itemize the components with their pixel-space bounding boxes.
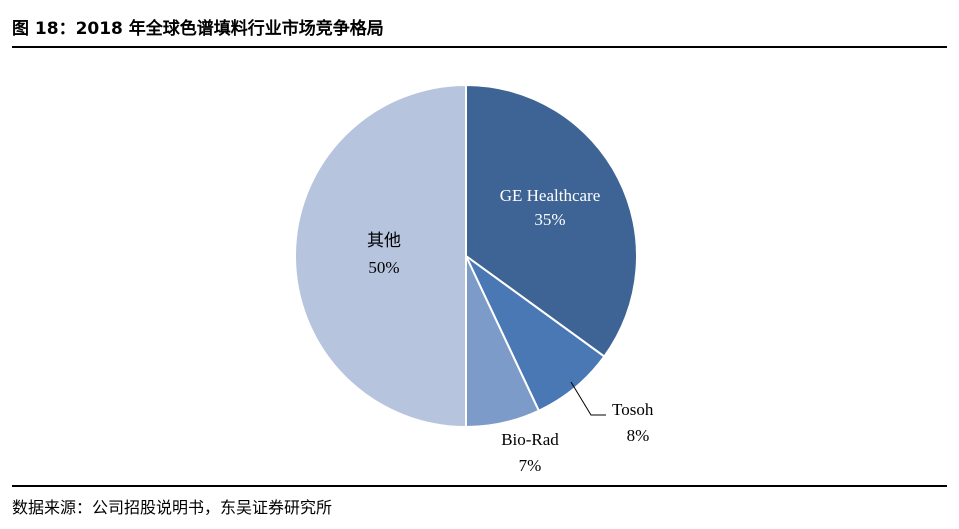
slice-name-label-ge-healthcare: GE Healthcare <box>500 186 601 205</box>
bottom-rule <box>12 485 947 487</box>
leader-line-tosoh <box>570 381 606 416</box>
slice-value-label-ge-healthcare: 35% <box>534 210 565 229</box>
pie-slice-其他 <box>294 83 467 429</box>
slice-value-label-tosoh: 8% <box>627 426 650 445</box>
slice-value-label-其他: 50% <box>368 258 399 277</box>
figure-title: 图 18：2018 年全球色谱填料行业市场竞争格局 <box>12 19 384 39</box>
pie-slice-ge-healthcare <box>465 83 638 358</box>
source-note: 数据来源：公司招股说明书，东吴证券研究所 <box>12 498 333 517</box>
slice-name-label-bio-rad: Bio-Rad <box>501 430 559 449</box>
top-rule <box>12 46 947 48</box>
slice-name-label-tosoh: Tosoh <box>612 400 654 419</box>
slice-name-label-其他: 其他 <box>367 231 401 250</box>
slice-value-label-bio-rad: 7% <box>519 456 542 475</box>
